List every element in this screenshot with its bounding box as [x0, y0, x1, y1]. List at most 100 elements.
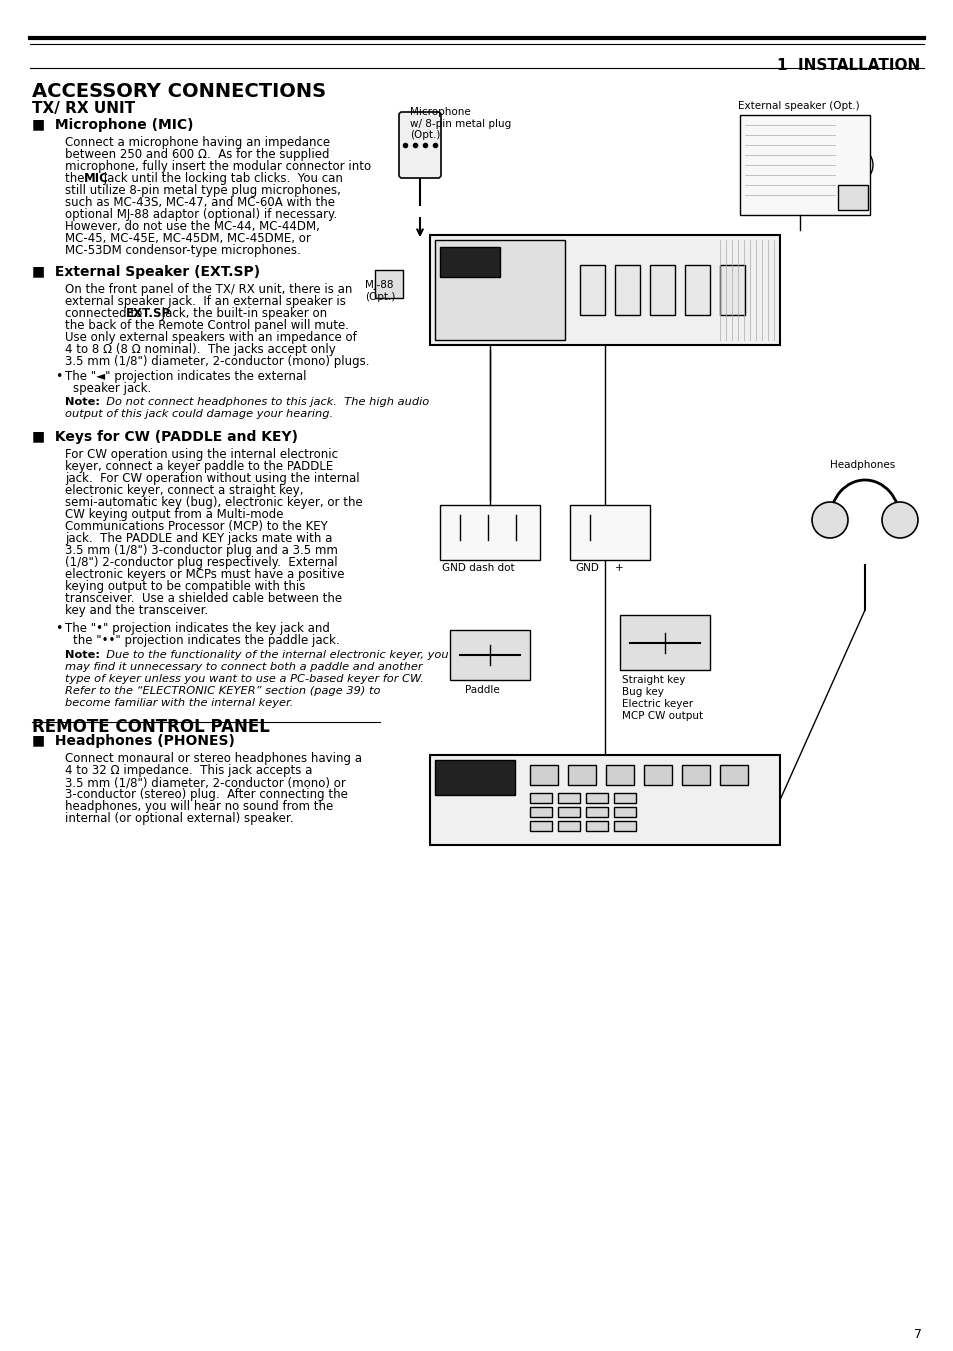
- Bar: [720, 265, 744, 315]
- Text: GND: GND: [575, 563, 598, 573]
- Text: Connect monaural or stereo headphones having a: Connect monaural or stereo headphones ha…: [65, 753, 361, 765]
- Text: microphone, fully insert the modular connector into: microphone, fully insert the modular con…: [65, 159, 371, 173]
- Text: speaker jack.: speaker jack.: [73, 382, 152, 394]
- Bar: [579, 265, 604, 315]
- Text: between 250 and 600 Ω.  As for the supplied: between 250 and 600 Ω. As for the suppli…: [65, 149, 329, 161]
- Bar: [375, 270, 402, 299]
- Bar: [585, 807, 607, 817]
- Text: However, do not use the MC-44, MC-44DM,: However, do not use the MC-44, MC-44DM,: [65, 220, 319, 232]
- Text: ACCESSORY CONNECTIONS: ACCESSORY CONNECTIONS: [32, 82, 326, 101]
- Bar: [614, 821, 636, 831]
- Text: MC-53DM condensor-type microphones.: MC-53DM condensor-type microphones.: [65, 245, 300, 257]
- Text: 3.5 mm (1/8") diameter, 2-conductor (mono) plugs.: 3.5 mm (1/8") diameter, 2-conductor (mon…: [65, 355, 369, 367]
- Text: MCP CW output: MCP CW output: [621, 711, 702, 721]
- Text: connected to: connected to: [65, 307, 146, 320]
- Bar: [605, 765, 634, 785]
- Text: Due to the functionality of the internal electronic keyer, you: Due to the functionality of the internal…: [99, 650, 448, 661]
- Text: ■  Keys for CW (PADDLE and KEY): ■ Keys for CW (PADDLE and KEY): [32, 430, 297, 444]
- Bar: [530, 807, 552, 817]
- FancyBboxPatch shape: [398, 112, 440, 178]
- Text: Connect a microphone having an impedance: Connect a microphone having an impedance: [65, 136, 330, 149]
- Text: External speaker (Opt.): External speaker (Opt.): [738, 101, 859, 111]
- Text: internal (or optional external) speaker.: internal (or optional external) speaker.: [65, 812, 294, 825]
- Bar: [585, 793, 607, 802]
- Bar: [720, 765, 747, 785]
- Text: •: •: [55, 621, 62, 635]
- Bar: [430, 755, 780, 844]
- Text: Note:: Note:: [65, 397, 100, 407]
- Text: 1  INSTALLATION: 1 INSTALLATION: [776, 58, 919, 73]
- Text: (1/8") 2-conductor plug respectively.  External: (1/8") 2-conductor plug respectively. Ex…: [65, 557, 337, 569]
- Text: CW keying output from a Multi-mode: CW keying output from a Multi-mode: [65, 508, 283, 521]
- Text: external speaker jack.  If an external speaker is: external speaker jack. If an external sp…: [65, 295, 346, 308]
- Text: On the front panel of the TX/ RX unit, there is an: On the front panel of the TX/ RX unit, t…: [65, 282, 352, 296]
- Text: 7: 7: [913, 1328, 921, 1342]
- Text: keyer, connect a keyer paddle to the PADDLE: keyer, connect a keyer paddle to the PAD…: [65, 459, 333, 473]
- Text: electronic keyer, connect a straight key,: electronic keyer, connect a straight key…: [65, 484, 303, 497]
- Text: type of keyer unless you want to use a PC-based keyer for CW.: type of keyer unless you want to use a P…: [65, 674, 423, 684]
- Bar: [412, 120, 428, 159]
- Text: •: •: [55, 370, 62, 382]
- Text: output of this jack could damage your hearing.: output of this jack could damage your he…: [65, 409, 333, 419]
- Bar: [439, 505, 539, 561]
- Bar: [558, 821, 579, 831]
- Text: +: +: [615, 563, 623, 573]
- Bar: [614, 793, 636, 802]
- Text: Paddle: Paddle: [464, 685, 499, 694]
- Text: For CW operation using the internal electronic: For CW operation using the internal elec…: [65, 449, 337, 461]
- Text: semi-automatic key (bug), electronic keyer, or the: semi-automatic key (bug), electronic key…: [65, 496, 362, 509]
- Bar: [439, 247, 499, 277]
- Text: the: the: [65, 172, 89, 185]
- Text: Communications Processor (MCP) to the KEY: Communications Processor (MCP) to the KE…: [65, 520, 328, 534]
- Bar: [569, 505, 649, 561]
- Circle shape: [811, 503, 847, 538]
- Text: 3.5 mm (1/8") 3-conductor plug and a 3.5 mm: 3.5 mm (1/8") 3-conductor plug and a 3.5…: [65, 544, 337, 557]
- Text: keying output to be compatible with this: keying output to be compatible with this: [65, 580, 305, 593]
- Text: 3.5 mm (1/8") diameter, 2-conductor (mono) or: 3.5 mm (1/8") diameter, 2-conductor (mon…: [65, 775, 346, 789]
- Circle shape: [882, 503, 917, 538]
- Text: The "•" projection indicates the key jack and: The "•" projection indicates the key jac…: [65, 621, 330, 635]
- Text: MJ-88
(Opt.): MJ-88 (Opt.): [365, 280, 395, 301]
- Bar: [567, 765, 596, 785]
- Text: become familiar with the internal keyer.: become familiar with the internal keyer.: [65, 698, 293, 708]
- Bar: [435, 240, 564, 340]
- Circle shape: [543, 255, 558, 270]
- Text: Use only external speakers with an impedance of: Use only external speakers with an imped…: [65, 331, 356, 345]
- Text: electronic keyers or MCPs must have a positive: electronic keyers or MCPs must have a po…: [65, 567, 344, 581]
- Text: Electric keyer: Electric keyer: [621, 698, 693, 709]
- Bar: [681, 765, 709, 785]
- Text: ■  External Speaker (EXT.SP): ■ External Speaker (EXT.SP): [32, 265, 260, 280]
- Text: Refer to the “ELECTRONIC KEYER” section (page 39) to: Refer to the “ELECTRONIC KEYER” section …: [65, 686, 380, 696]
- Text: key and the transceiver.: key and the transceiver.: [65, 604, 208, 617]
- Text: EXT.SP: EXT.SP: [126, 307, 171, 320]
- Bar: [614, 807, 636, 817]
- Bar: [615, 265, 639, 315]
- Text: MC-45, MC-45E, MC-45DM, MC-45DME, or: MC-45, MC-45E, MC-45DM, MC-45DME, or: [65, 232, 311, 245]
- Text: 4 to 8 Ω (8 Ω nominal).  The jacks accept only: 4 to 8 Ω (8 Ω nominal). The jacks accept…: [65, 343, 335, 357]
- Circle shape: [507, 255, 521, 270]
- Text: ■  Microphone (MIC): ■ Microphone (MIC): [32, 118, 193, 132]
- Bar: [558, 793, 579, 802]
- Text: 3-conductor (stereo) plug.  After connecting the: 3-conductor (stereo) plug. After connect…: [65, 788, 348, 801]
- Text: the "••" projection indicates the paddle jack.: the "••" projection indicates the paddle…: [73, 634, 339, 647]
- Text: ■  Headphones (PHONES): ■ Headphones (PHONES): [32, 734, 234, 748]
- Text: MIC: MIC: [84, 172, 109, 185]
- Text: REMOTE CONTROL PANEL: REMOTE CONTROL PANEL: [32, 717, 270, 736]
- Circle shape: [525, 255, 539, 270]
- Bar: [643, 765, 671, 785]
- Text: headphones, you will hear no sound from the: headphones, you will hear no sound from …: [65, 800, 333, 813]
- Text: jack, the built-in speaker on: jack, the built-in speaker on: [158, 307, 327, 320]
- Circle shape: [729, 780, 769, 820]
- Text: Bug key: Bug key: [621, 688, 663, 697]
- Text: such as MC-43S, MC-47, and MC-60A with the: such as MC-43S, MC-47, and MC-60A with t…: [65, 196, 335, 209]
- Text: still utilize 8-pin metal type plug microphones,: still utilize 8-pin metal type plug micr…: [65, 184, 340, 197]
- Text: Microphone
w/ 8-pin metal plug
(Opt.): Microphone w/ 8-pin metal plug (Opt.): [410, 107, 511, 141]
- Bar: [684, 265, 709, 315]
- Bar: [619, 615, 709, 670]
- Bar: [530, 765, 558, 785]
- Text: the back of the Remote Control panel will mute.: the back of the Remote Control panel wil…: [65, 319, 349, 332]
- Bar: [837, 185, 867, 209]
- Bar: [649, 265, 675, 315]
- Text: jack.  For CW operation without using the internal: jack. For CW operation without using the…: [65, 471, 359, 485]
- Text: Note:: Note:: [65, 650, 100, 661]
